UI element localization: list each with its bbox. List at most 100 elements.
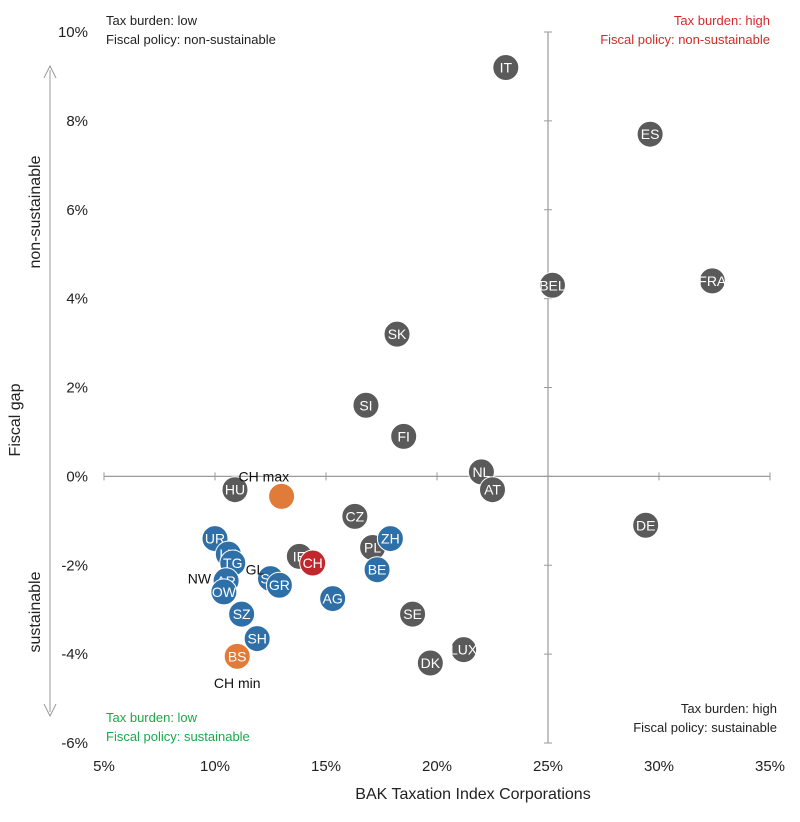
data-points: ITESBELFRASKSIFINLATHUDECZPLIESELUXDKURL…: [201, 54, 727, 677]
quadrant-bottom-right-line-1: Tax burden: high: [681, 701, 777, 716]
data-point-marker: [636, 120, 664, 148]
quadrant-bottom-right-line-2: Fiscal policy: sustainable: [633, 720, 777, 735]
data-point-label: ZH: [381, 531, 400, 547]
data-point-label: FRA: [698, 273, 727, 289]
data-point-label: AG: [323, 591, 343, 607]
data-point-label: CH: [303, 555, 323, 571]
data-point-marker: [450, 636, 478, 664]
quadrant-bottom-left-line-1: Tax burden: low: [106, 710, 198, 725]
data-point-marker: [390, 422, 418, 450]
data-point: IT: [492, 54, 520, 82]
data-point-marker: [416, 649, 444, 677]
annotation-label: GL: [246, 562, 265, 578]
quadrant-top-right: Tax burden: high Fiscal policy: non-sust…: [600, 13, 770, 47]
y-arrow: [43, 64, 57, 718]
data-point-marker: [299, 549, 327, 577]
x-axis-title: BAK Taxation Index Corporations: [355, 786, 590, 803]
x-tick-label: 20%: [422, 758, 452, 775]
data-point-marker: [383, 320, 411, 348]
data-point-marker: [265, 571, 293, 599]
data-point: CH: [299, 549, 327, 577]
quadrant-top-left: Tax burden: low Fiscal policy: non-susta…: [106, 13, 276, 47]
y-tick-label: 0%: [66, 468, 88, 485]
data-point: DK: [416, 649, 444, 677]
x-tick-label: 35%: [755, 758, 785, 775]
data-point-label: BE: [368, 562, 387, 578]
y-axis-title: Fiscal gap: [7, 383, 24, 456]
y-tick-label: 4%: [66, 291, 88, 308]
quadrant-bottom-left-line-2: Fiscal policy: sustainable: [106, 729, 250, 744]
data-point: DE: [632, 511, 660, 539]
y-tick-label: 8%: [66, 113, 88, 130]
x-tick-label: 25%: [533, 758, 563, 775]
quadrant-top-left-line-2: Fiscal policy: non-sustainable: [106, 32, 276, 47]
data-point-label: BS: [228, 648, 247, 664]
quadrant-top-left-line-1: Tax burden: low: [106, 13, 198, 28]
data-point: SZ: [228, 600, 256, 628]
x-tick-label: 30%: [644, 758, 674, 775]
data-point-label: IT: [500, 60, 513, 76]
data-point: BS: [223, 642, 251, 670]
data-point: SH: [243, 625, 271, 653]
y-arrow-bottom-label: sustainable: [27, 571, 44, 652]
data-point-label: HU: [225, 482, 245, 498]
data-point: SE: [399, 600, 427, 628]
data-point-label: LUX: [450, 642, 478, 658]
data-point-marker: [632, 511, 660, 539]
annotation-label: NW: [188, 571, 212, 587]
data-point: OW: [210, 578, 238, 606]
data-point-marker: [228, 600, 256, 628]
data-point-marker: [352, 391, 380, 419]
y-tick-label: 10%: [58, 24, 88, 41]
data-point-label: TG: [223, 555, 242, 571]
data-point: SK: [383, 320, 411, 348]
x-tick-label: 15%: [311, 758, 341, 775]
data-point-label: CZ: [346, 508, 365, 524]
data-point: GR: [265, 571, 293, 599]
data-point-label: SH: [247, 631, 266, 647]
quadrant-bottom-left: Tax burden: low Fiscal policy: sustainab…: [106, 710, 250, 744]
data-point-marker: [268, 482, 296, 510]
data-point: ES: [636, 120, 664, 148]
data-point-marker: [319, 585, 347, 613]
y-tick-label: -2%: [61, 557, 88, 574]
data-point-label: SZ: [233, 606, 251, 622]
data-point-label: DK: [421, 655, 441, 671]
data-point-label: DE: [636, 517, 655, 533]
data-point: LUX: [450, 636, 478, 664]
data-point: CZ: [341, 502, 369, 530]
data-point-label: GR: [269, 577, 290, 593]
y-arrow-top-label: non-sustainable: [27, 155, 44, 268]
data-point: HU: [221, 476, 249, 504]
x-tick-label: 5%: [93, 758, 115, 775]
tick-labels: 5% 10% 15% 20% 25% 30% 35% 10% 8% 6% 4% 2% 0% -2% -4% -…: [58, 24, 785, 775]
annotation-label: CH min: [214, 675, 261, 691]
data-point-marker: [492, 54, 520, 82]
data-point-marker: [363, 556, 391, 584]
data-point: SI: [352, 391, 380, 419]
axes: [103, 31, 771, 744]
data-point-marker: [210, 578, 238, 606]
data-point-label: PL: [364, 539, 381, 555]
quadrant-top-right-line-1: Tax burden: high: [674, 13, 770, 28]
data-point-label: OW: [212, 584, 237, 600]
data-point-marker: [223, 642, 251, 670]
data-point: FRA: [698, 267, 727, 295]
data-point: AG: [319, 585, 347, 613]
data-point-label: SE: [403, 606, 422, 622]
y-tick-label: -4%: [61, 646, 88, 663]
data-point: AT: [479, 476, 506, 504]
data-point: BEL: [538, 271, 566, 299]
x-tick-label: 10%: [200, 758, 230, 775]
y-tick-label: 2%: [66, 380, 88, 397]
data-point: BE: [363, 556, 391, 584]
data-point-label: SI: [359, 397, 372, 413]
data-point-marker: [698, 267, 726, 295]
data-point-label: BEL: [539, 277, 566, 293]
data-point-marker: [399, 600, 427, 628]
data-point-label: UR: [205, 531, 225, 547]
data-point-label: ES: [641, 126, 660, 142]
data-point-marker: [376, 525, 404, 553]
y-tick-label: -6%: [61, 735, 88, 752]
